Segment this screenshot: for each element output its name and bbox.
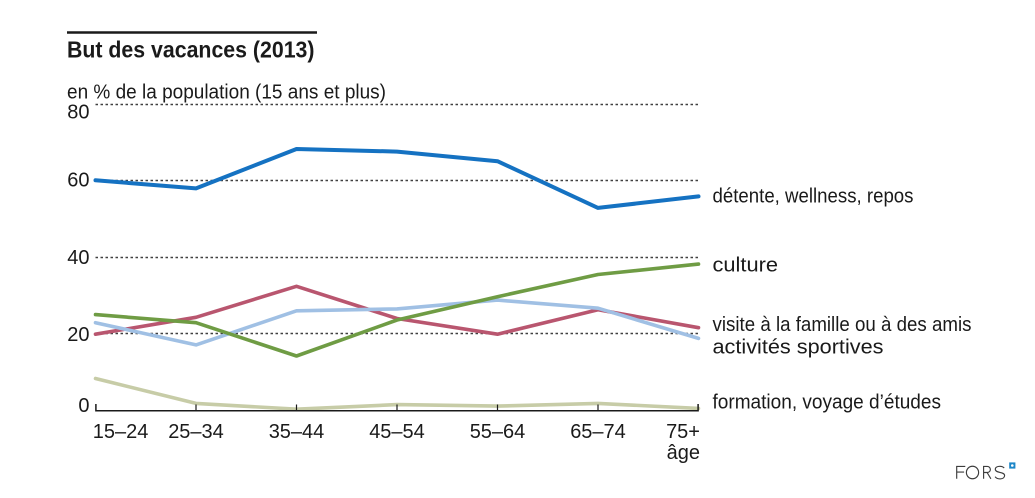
svg-text:45–54: 45–54 (369, 421, 425, 443)
svg-text:55–64: 55–64 (470, 421, 526, 443)
svg-text:25–34: 25–34 (168, 421, 224, 443)
svg-text:35–44: 35–44 (269, 421, 325, 443)
svg-text:formation, voyage d’études: formation, voyage d’études (713, 392, 942, 414)
svg-text:détente, wellness, repos: détente, wellness, repos (713, 186, 914, 208)
svg-text:60: 60 (67, 169, 89, 191)
svg-text:But des vacances (2013): But des vacances (2013) (67, 37, 315, 63)
svg-text:culture: culture (713, 255, 779, 277)
svg-text:0: 0 (78, 395, 89, 417)
svg-text:activités sportives: activités sportives (713, 336, 884, 358)
svg-text:visite à la famille ou à des a: visite à la famille ou à des amis (713, 314, 972, 336)
svg-text:20: 20 (67, 324, 89, 346)
svg-text:15–24: 15–24 (93, 421, 149, 443)
svg-text:en % de la population (15 ans: en % de la population (15 ans et plus) (67, 81, 386, 103)
svg-text:75+: 75+ (666, 421, 700, 443)
svg-text:80: 80 (67, 102, 89, 124)
svg-text:40: 40 (67, 247, 89, 269)
svg-text:âge: âge (667, 442, 700, 464)
svg-text:65–74: 65–74 (570, 421, 626, 443)
